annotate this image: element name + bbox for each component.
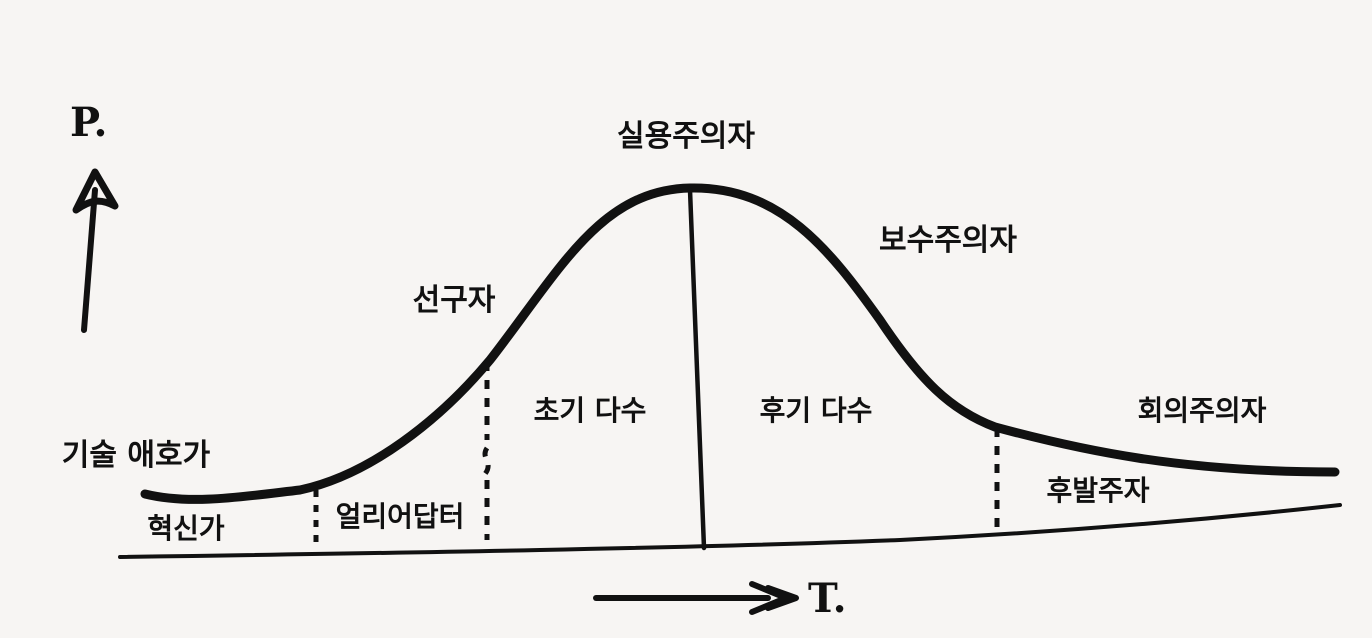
label-early-adopters: 얼리어답터 (336, 500, 465, 533)
label-pragmatists: 실용주의자 (617, 119, 755, 154)
y-axis-label: P. (70, 99, 107, 146)
baseline (118, 503, 1342, 559)
divider-early-adopters-early-majority (482, 362, 491, 540)
label-late-majority: 후기 다수 (760, 394, 873, 427)
label-conservatives: 보수주의자 (879, 223, 1017, 258)
x-axis-label: T. (808, 575, 847, 622)
adoption-curve (140, 183, 1340, 504)
label-skeptics: 회의주의자 (1138, 394, 1267, 427)
label-innovators: 혁신가 (147, 512, 225, 545)
label-tech-enthusiasts: 기술 애호가 (62, 438, 211, 473)
x-axis-arrow (593, 581, 799, 615)
y-axis-arrow (72, 168, 119, 333)
label-visionaries: 선구자 (413, 283, 496, 318)
label-early-majority: 초기 다수 (534, 394, 647, 427)
divider-early-late-majority (687, 187, 707, 551)
label-laggards: 후발주자 (1046, 474, 1149, 507)
